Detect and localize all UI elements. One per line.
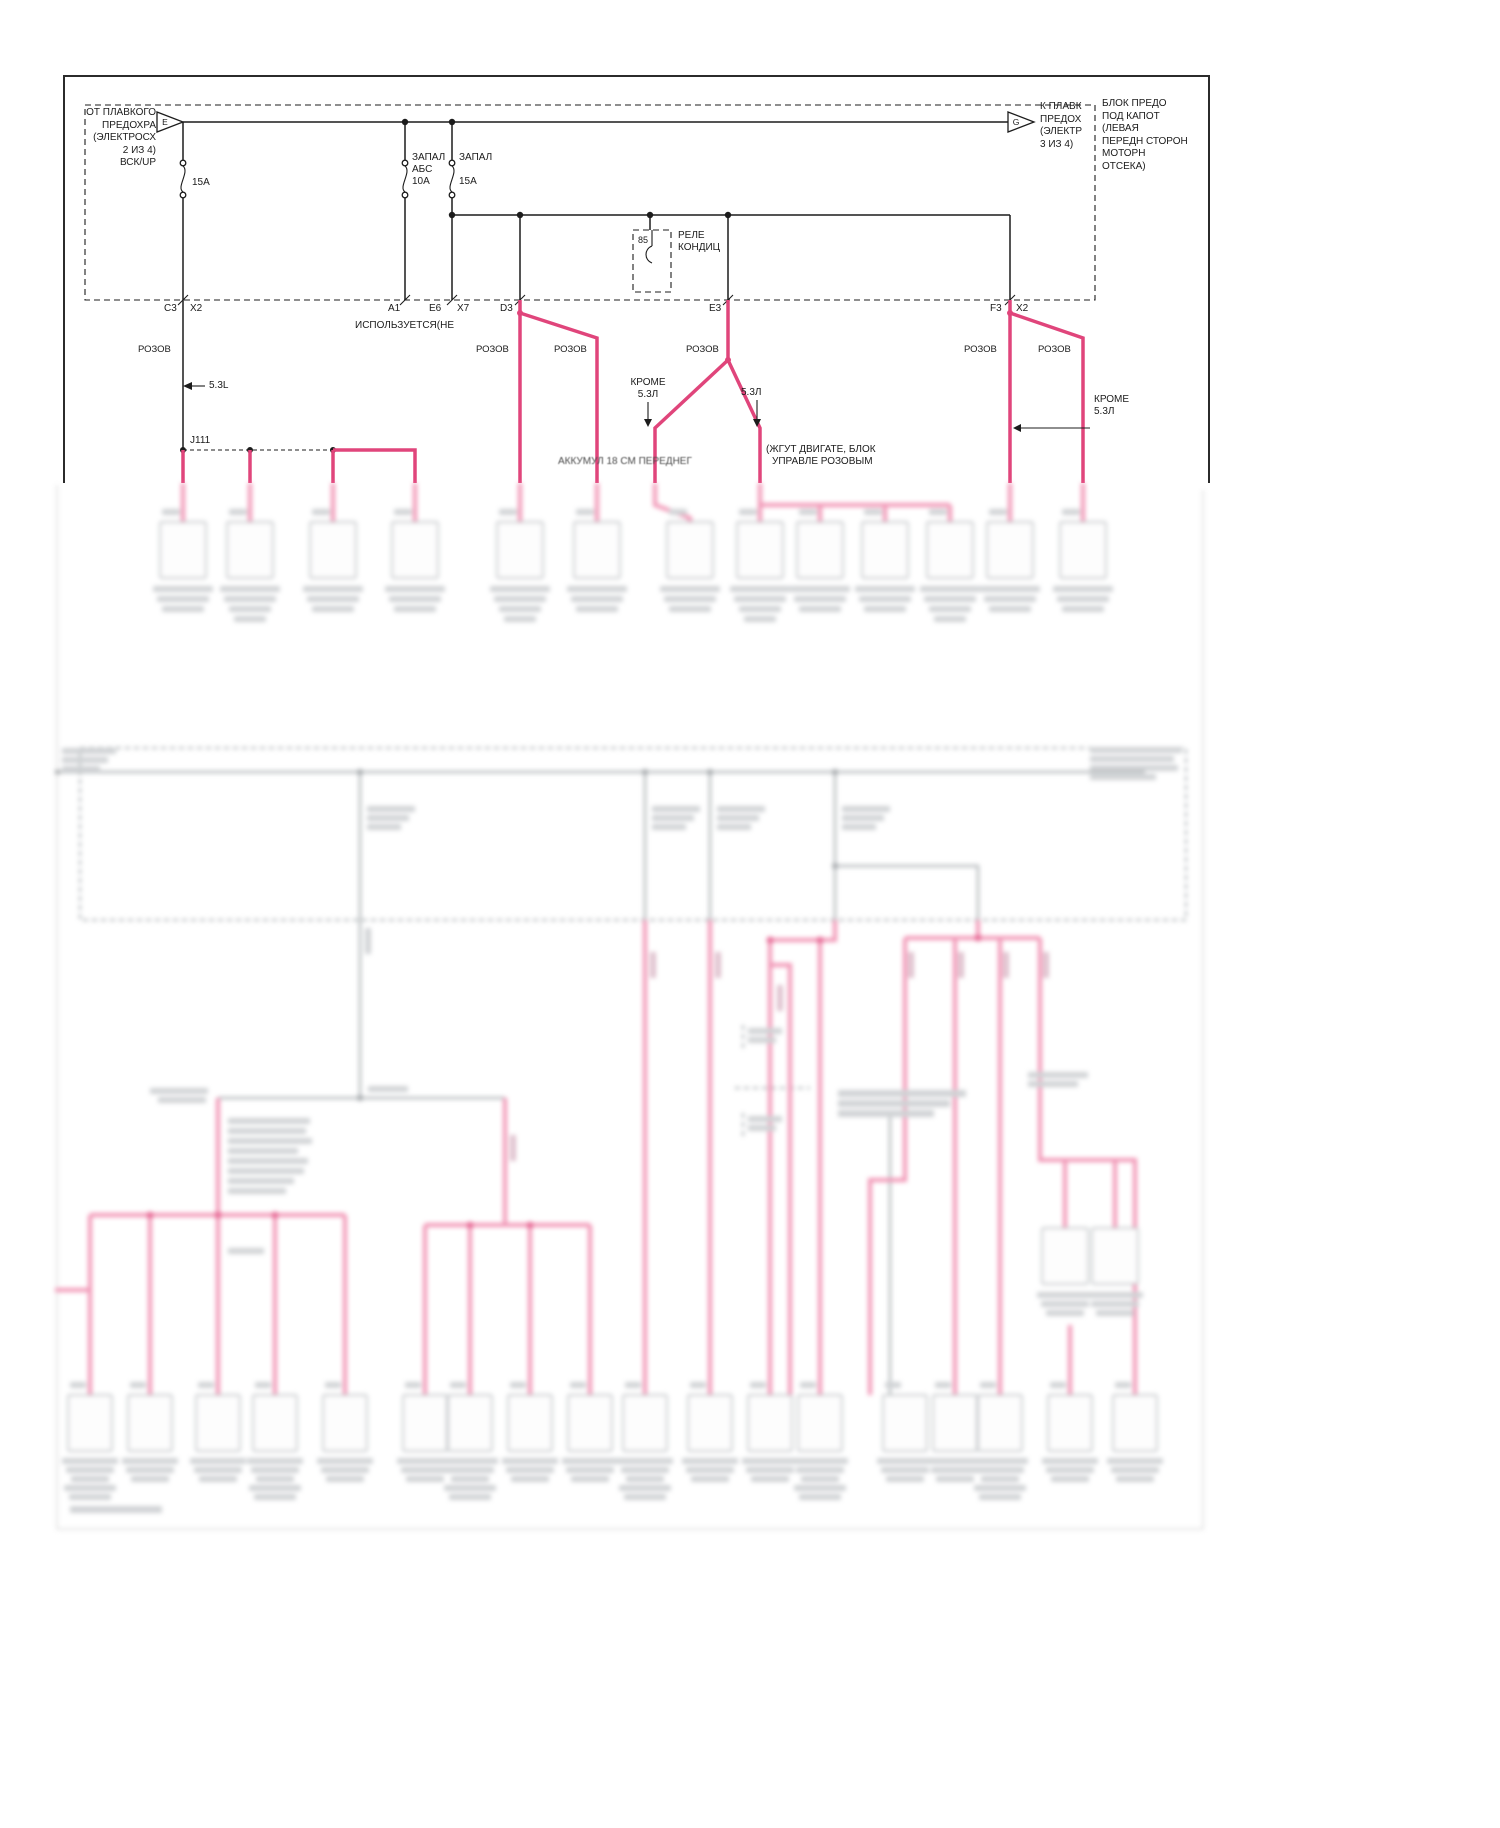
exit-c3-x2: X2: [190, 303, 203, 314]
exit-f3: F3: [990, 303, 1002, 314]
exit-x7: X7: [457, 303, 470, 314]
only-53l-label: 5.3Л: [741, 387, 762, 398]
lower-block-outline: [79, 747, 1187, 921]
wire-color-label: РОЗОВ: [476, 344, 509, 355]
fuse3-name: ЗАПАЛ: [459, 152, 493, 163]
fuse-block-title: БЛОК ПРЕДО ПОД КАПОТ (ЛЕВАЯ ПЕРЕДН СТОРО…: [1102, 98, 1188, 172]
note-harness-line2: УПРАВЛЕ РОЗОВЫМ: [772, 456, 873, 467]
except-53l-label-line2: 5.3Л: [637, 389, 659, 400]
lower-pink-wires: [55, 920, 1137, 1395]
relay-pin: 85: [638, 235, 649, 245]
except-53l-right-line1: КРОМЕ: [1094, 394, 1130, 405]
source-label: ОТ ПЛАВКОГО ПРЕДОХРА (ЭЛЕКТРОСХ 2 ИЗ 4) …: [86, 107, 156, 168]
except-53l-label-line1: КРОМЕ: [630, 377, 666, 388]
wire-color-label: РОЗОВ: [686, 344, 719, 355]
exit-c3: C3: [164, 303, 177, 314]
dest-label: К ПЛАВК ПРЕДОХ (ЭЛЕКТР 3 ИЗ 4): [1040, 101, 1083, 150]
exit-e3: E3: [709, 303, 722, 314]
splice-j111-label: J111: [190, 435, 211, 446]
exit-e6: E6: [429, 303, 442, 314]
wire-color-label: РОЗОВ: [964, 344, 997, 355]
blurred-linework: [55, 483, 1204, 1530]
blurred-region: [55, 483, 1215, 1532]
except-53l-right-line2: 5.3Л: [1094, 406, 1115, 417]
engine-size-53l-label: 5.3L: [209, 380, 229, 391]
exit-a1: A1: [388, 303, 401, 314]
dest-arrow-letter: G: [1012, 117, 1020, 127]
exit-d3: D3: [500, 303, 513, 314]
wire-color-label: РОЗОВ: [1038, 344, 1071, 355]
not-used-label: ИСПОЛЬЗУЕТСЯ(НЕ: [355, 320, 454, 331]
fuse2-name-1: ЗАПАЛ: [412, 152, 446, 163]
blurred-text-smudges: [62, 747, 1182, 1513]
source-arrow-letter: E: [162, 117, 168, 127]
lower-gray-bus: [55, 770, 1145, 1395]
fuse2-name-2: АБС: [412, 164, 433, 175]
note-harness-line1: (ЖГУТ ДВИГАТЕ, БЛОК: [766, 444, 876, 455]
note-battery: АККУМУЛ 18 СМ ПЕРЕДНЕГ: [558, 456, 692, 467]
fuse3-rating: 15А: [459, 176, 477, 187]
wire-color-label: РОЗОВ: [138, 344, 171, 355]
component-boxes: [62, 509, 1163, 1500]
row1-pink-wires: [181, 483, 1085, 530]
relay-name-2: КОНДИЦ: [678, 242, 721, 253]
exit-f3-x2: X2: [1016, 303, 1029, 314]
relay-name-1: РЕЛЕ: [678, 230, 705, 241]
fuse1-rating: 15A: [192, 177, 210, 188]
wire-color-label: РОЗОВ: [554, 344, 587, 355]
fuse2-rating: 10А: [412, 176, 430, 187]
